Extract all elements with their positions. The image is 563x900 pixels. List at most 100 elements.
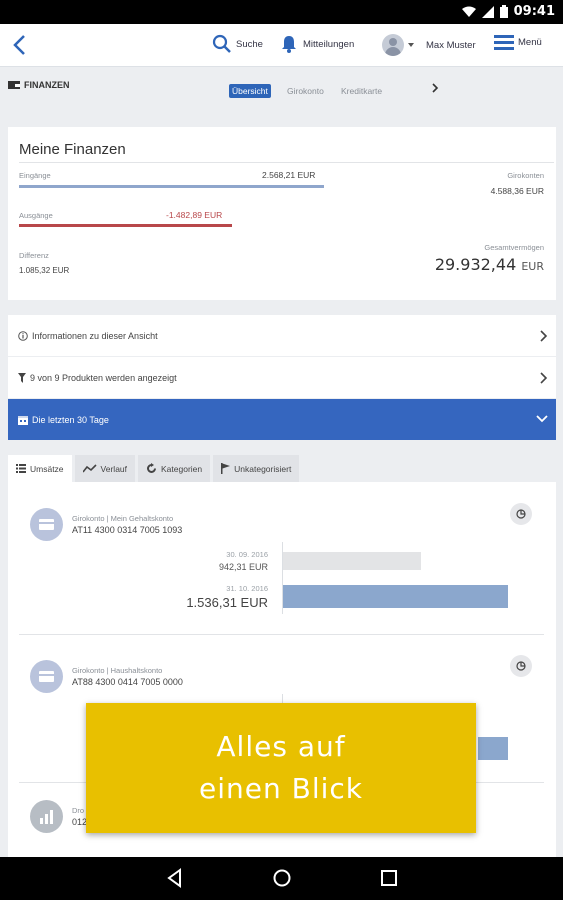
wifi-icon: [461, 6, 476, 17]
total-value: 29.932,44: [434, 255, 517, 274]
tab-categories-label: Kategorien: [161, 463, 203, 474]
bar-axis: [282, 542, 283, 614]
info-icon: [18, 330, 28, 341]
tab-uncategorized[interactable]: Unkategorisiert: [213, 455, 300, 482]
user-name: Max Muster: [426, 39, 476, 51]
total-value-group: 29.932,44 EUR: [435, 255, 544, 274]
status-bar: 09:41: [0, 0, 563, 24]
tab-turnover-label: Umsätze: [30, 463, 64, 474]
tab-turnover[interactable]: Umsätze: [8, 455, 72, 482]
filter-row-label: 9 von 9 Produkten werden angezeigt: [30, 372, 177, 383]
wallet-icon: [8, 81, 20, 89]
chevron-right-icon: [540, 330, 548, 342]
calendar-icon: [18, 415, 28, 425]
chevron-right-icon: [540, 372, 548, 384]
home-nav-button[interactable]: [272, 868, 292, 893]
trend-icon: [82, 464, 97, 473]
card-icon: [39, 671, 54, 682]
section-label: FINANZEN: [24, 80, 70, 90]
income-bar: [19, 185, 324, 188]
account-iban: AT11 4300 0314 7005 1093: [72, 525, 183, 535]
messages-label: Mitteilungen: [303, 38, 355, 50]
promo-line-1: Alles auf: [216, 730, 346, 763]
checking-value: 4.588,36 EUR: [490, 186, 544, 196]
chevron-down-icon: [536, 415, 548, 423]
signal-icon: [481, 5, 494, 18]
difference-label: Differenz: [19, 251, 49, 260]
period-label: Die letzten 30 Tage: [32, 414, 109, 425]
difference-value: 1.085,32 EUR: [19, 266, 70, 275]
pie-chart-icon: [516, 509, 526, 519]
menu-label: Menü: [518, 36, 542, 48]
menu-button[interactable]: Menü: [494, 34, 542, 50]
search-button[interactable]: Suche: [212, 34, 263, 54]
finances-summary-card: Meine Finanzen Eingänge 2.568,21 EUR Aus…: [8, 127, 556, 300]
checking-label: Girokonten: [507, 171, 544, 180]
account-logo: [30, 800, 63, 833]
promo-banner: Alles auf einen Blick: [86, 703, 476, 833]
view-tabs: Umsätze Verlauf Kategorien Unkategorisie…: [8, 455, 302, 482]
promo-line-2: einen Blick: [198, 772, 363, 805]
account-name: Dro: [72, 806, 85, 815]
list-icon: [16, 464, 26, 473]
refresh-icon: [147, 463, 157, 473]
back-button[interactable]: [8, 32, 32, 58]
balance-bar-current: [283, 585, 508, 608]
section-bar: FINANZEN Übersicht Girokonto Kreditkarte: [0, 67, 563, 109]
tab-uncategorized-label: Unkategorisiert: [234, 463, 292, 474]
total-currency: EUR: [521, 260, 544, 273]
bell-icon: [282, 36, 296, 53]
chart-toggle-button[interactable]: [510, 655, 532, 677]
divider: [19, 634, 544, 635]
pie-chart-icon: [516, 661, 526, 671]
tab-history-label: Verlauf: [100, 463, 128, 474]
tab-categories[interactable]: Kategorien: [138, 455, 211, 482]
expenses-bar: [19, 224, 232, 227]
tab-history[interactable]: Verlauf: [74, 455, 136, 482]
account-name: Girokonto | Mein Gehaltskonto: [72, 514, 174, 523]
info-row[interactable]: Informationen zu dieser Ansicht: [8, 315, 556, 356]
avatar: [382, 34, 404, 56]
back-nav-button[interactable]: [166, 868, 184, 893]
period-date: 30. 09. 2016: [226, 550, 268, 559]
search-label: Suche: [236, 38, 263, 50]
search-icon: [212, 34, 231, 53]
income-label: Eingänge: [19, 171, 51, 180]
system-nav-bar: [0, 857, 563, 900]
filter-row[interactable]: 9 von 9 Produkten werden angezeigt: [8, 357, 556, 398]
account-name: Girokonto | Haushaltskonto: [72, 666, 163, 675]
tab-credit-card[interactable]: Kreditkarte: [341, 86, 383, 96]
user-menu-button[interactable]: Max Muster: [382, 34, 476, 56]
account-iban: 012: [72, 817, 88, 827]
period-amount: 942,31 EUR: [218, 562, 268, 572]
square-recents-icon: [381, 870, 397, 886]
status-icons: 09:41: [461, 4, 555, 19]
flag-icon: [221, 463, 231, 474]
period-amount: 1.536,31 EUR: [186, 595, 268, 610]
expenses-label: Ausgänge: [19, 211, 53, 220]
recents-nav-button[interactable]: [380, 868, 398, 893]
app-header: Suche Mitteilungen Max Muster Menü: [0, 24, 563, 67]
account-logo: [30, 660, 63, 693]
divider: [19, 162, 554, 163]
circle-home-icon: [273, 869, 291, 887]
chart-toggle-button[interactable]: [510, 503, 532, 525]
tab-overview[interactable]: Übersicht: [229, 84, 271, 98]
expenses-value: -1.482,89 EUR: [166, 210, 223, 220]
chevron-right-icon: [432, 83, 439, 93]
triangle-back-icon: [167, 868, 181, 888]
total-label: Gesamtvermögen: [484, 243, 544, 252]
balance-bar-previous: [283, 552, 421, 570]
period-date: 31. 10. 2016: [226, 584, 268, 593]
battery-icon: [499, 5, 508, 18]
section-title: FINANZEN: [8, 80, 70, 90]
filter-icon: [18, 372, 26, 383]
account-logo: [30, 508, 63, 541]
info-row-label: Informationen zu dieser Ansicht: [32, 330, 158, 341]
chevron-left-icon: [13, 35, 25, 55]
messages-button[interactable]: Mitteilungen: [279, 34, 354, 54]
tabs-next-button[interactable]: [430, 81, 440, 99]
period-selector[interactable]: Die letzten 30 Tage: [8, 399, 556, 440]
tab-checking[interactable]: Girokonto: [287, 86, 324, 96]
finances-title: Meine Finanzen: [19, 141, 126, 158]
